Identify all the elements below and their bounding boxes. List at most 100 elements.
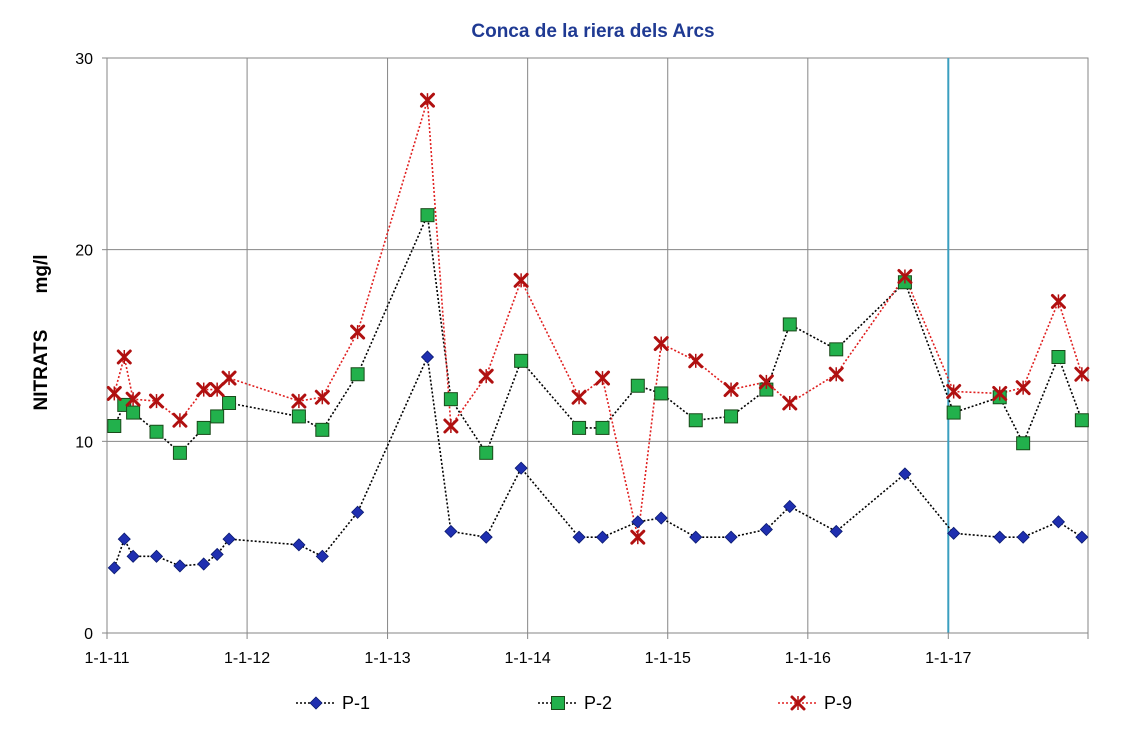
y-axis-label: NITRATS mg/l [31, 254, 52, 410]
x-tick-label: 1-1-12 [224, 650, 270, 667]
data-point-p-9 [1015, 380, 1031, 396]
data-point-p-1 [444, 524, 458, 538]
x-tick-label: 1-1-17 [925, 650, 971, 667]
data-point-p-2 [1051, 350, 1066, 364]
tick-labels: 0 10 20 30 1-1-11 1-1-12 1-1-13 1-1-14 1-1-15 1-1… [75, 51, 971, 667]
data-point-p-2 [782, 317, 797, 332]
data-point-p-9 [221, 370, 237, 386]
series-markers [106, 92, 1090, 575]
legend: P-1 P-2 P-9 [296, 693, 852, 713]
data-point-p-1 [222, 532, 236, 546]
legend-label-p-9: P-9 [824, 693, 852, 713]
data-point-p-1 [1016, 530, 1030, 544]
data-point-p-2 [172, 445, 187, 460]
data-point-p-9 [828, 366, 844, 382]
data-point-p-9 [723, 382, 739, 398]
data-point-p-1 [351, 505, 365, 519]
data-point-p-2 [654, 386, 669, 401]
gridlines [107, 57, 1088, 633]
data-point-p-1 [572, 530, 586, 544]
data-point-p-1 [149, 549, 164, 563]
data-point-p-9 [443, 418, 459, 434]
data-point-p-2 [350, 367, 365, 382]
data-point-p-1 [759, 522, 773, 537]
data-point-p-1 [724, 530, 738, 544]
data-point-p-2 [514, 353, 529, 368]
data-point-p-1 [197, 557, 211, 571]
data-point-p-9 [196, 382, 212, 398]
data-point-p-2 [595, 420, 610, 435]
series-line-p-9 [113, 99, 1083, 538]
data-point-p-1 [420, 350, 435, 364]
data-point-p-9 [125, 391, 141, 407]
data-point-p-1 [783, 499, 797, 514]
data-point-p-1 [292, 538, 306, 552]
data-point-p-9 [897, 269, 913, 284]
data-point-p-2 [420, 208, 435, 223]
data-point-p-9 [1050, 293, 1066, 309]
data-point-p-2 [149, 424, 164, 439]
data-point-p-2 [126, 405, 141, 420]
data-point-p-1 [315, 549, 329, 563]
data-point-p-2 [315, 422, 330, 437]
data-point-p-1 [595, 530, 610, 544]
data-point-p-1 [1075, 530, 1089, 544]
data-point-p-2 [291, 409, 306, 424]
legend-label-p-2: P-2 [584, 693, 612, 713]
data-point-p-2 [946, 405, 961, 420]
data-point-p-2 [630, 378, 645, 393]
data-point-p-9 [630, 529, 646, 545]
data-point-p-1 [117, 532, 131, 546]
data-point-p-9 [291, 393, 307, 409]
data-point-p-9 [946, 384, 962, 399]
data-point-p-9 [149, 393, 165, 409]
data-point-p-2 [210, 409, 225, 424]
series-line-p-1 [113, 354, 1083, 569]
data-point-p-1 [829, 524, 843, 538]
data-point-p-9 [209, 382, 225, 398]
data-point-p-9 [758, 374, 774, 390]
y-axis-label-unit: mg/l [31, 254, 52, 293]
data-point-p-9 [571, 389, 587, 405]
data-point-p-9 [1074, 366, 1090, 382]
legend-label-p-1: P-1 [342, 693, 370, 713]
data-point-p-1 [126, 549, 140, 563]
data-point-p-9 [688, 353, 704, 369]
data-point-p-1 [631, 515, 645, 529]
data-point-p-1 [107, 561, 121, 575]
data-point-p-2 [222, 396, 237, 410]
data-point-p-2 [1074, 413, 1089, 428]
data-point-p-9 [116, 349, 132, 365]
data-point-p-2 [724, 409, 739, 424]
y-tick-label: 30 [75, 51, 93, 68]
y-tick-label: 20 [75, 243, 93, 260]
data-point-p-1 [173, 559, 187, 573]
data-point-p-1 [947, 526, 961, 540]
legend-marker-p-2 [551, 696, 565, 710]
x-tick-label: 1-1-13 [364, 650, 410, 667]
y-axis-label-quantity: NITRATS [31, 330, 52, 411]
legend-marker-p-1 [309, 696, 323, 710]
data-point-p-9 [992, 385, 1008, 401]
data-point-p-2 [107, 419, 122, 433]
data-point-p-9 [513, 272, 529, 288]
data-point-p-1 [479, 530, 493, 544]
x-tick-label: 1-1-15 [645, 650, 691, 667]
data-point-p-2 [443, 392, 458, 407]
data-point-p-9 [653, 336, 669, 352]
data-point-p-9 [782, 395, 798, 411]
plot-border [106, 57, 1089, 634]
data-point-p-2 [1016, 436, 1031, 451]
data-point-p-2 [196, 420, 211, 435]
data-point-p-2 [572, 420, 587, 435]
data-point-p-9 [350, 324, 366, 340]
data-point-p-1 [210, 547, 224, 561]
x-tick-label: 1-1-14 [505, 650, 551, 667]
axes [102, 57, 1089, 639]
data-point-p-9 [478, 368, 494, 384]
chart-title: Conca de la riera dels Arcs [471, 21, 714, 42]
data-point-p-9 [106, 385, 122, 401]
data-point-p-2 [829, 342, 844, 357]
data-point-p-2 [688, 413, 703, 428]
